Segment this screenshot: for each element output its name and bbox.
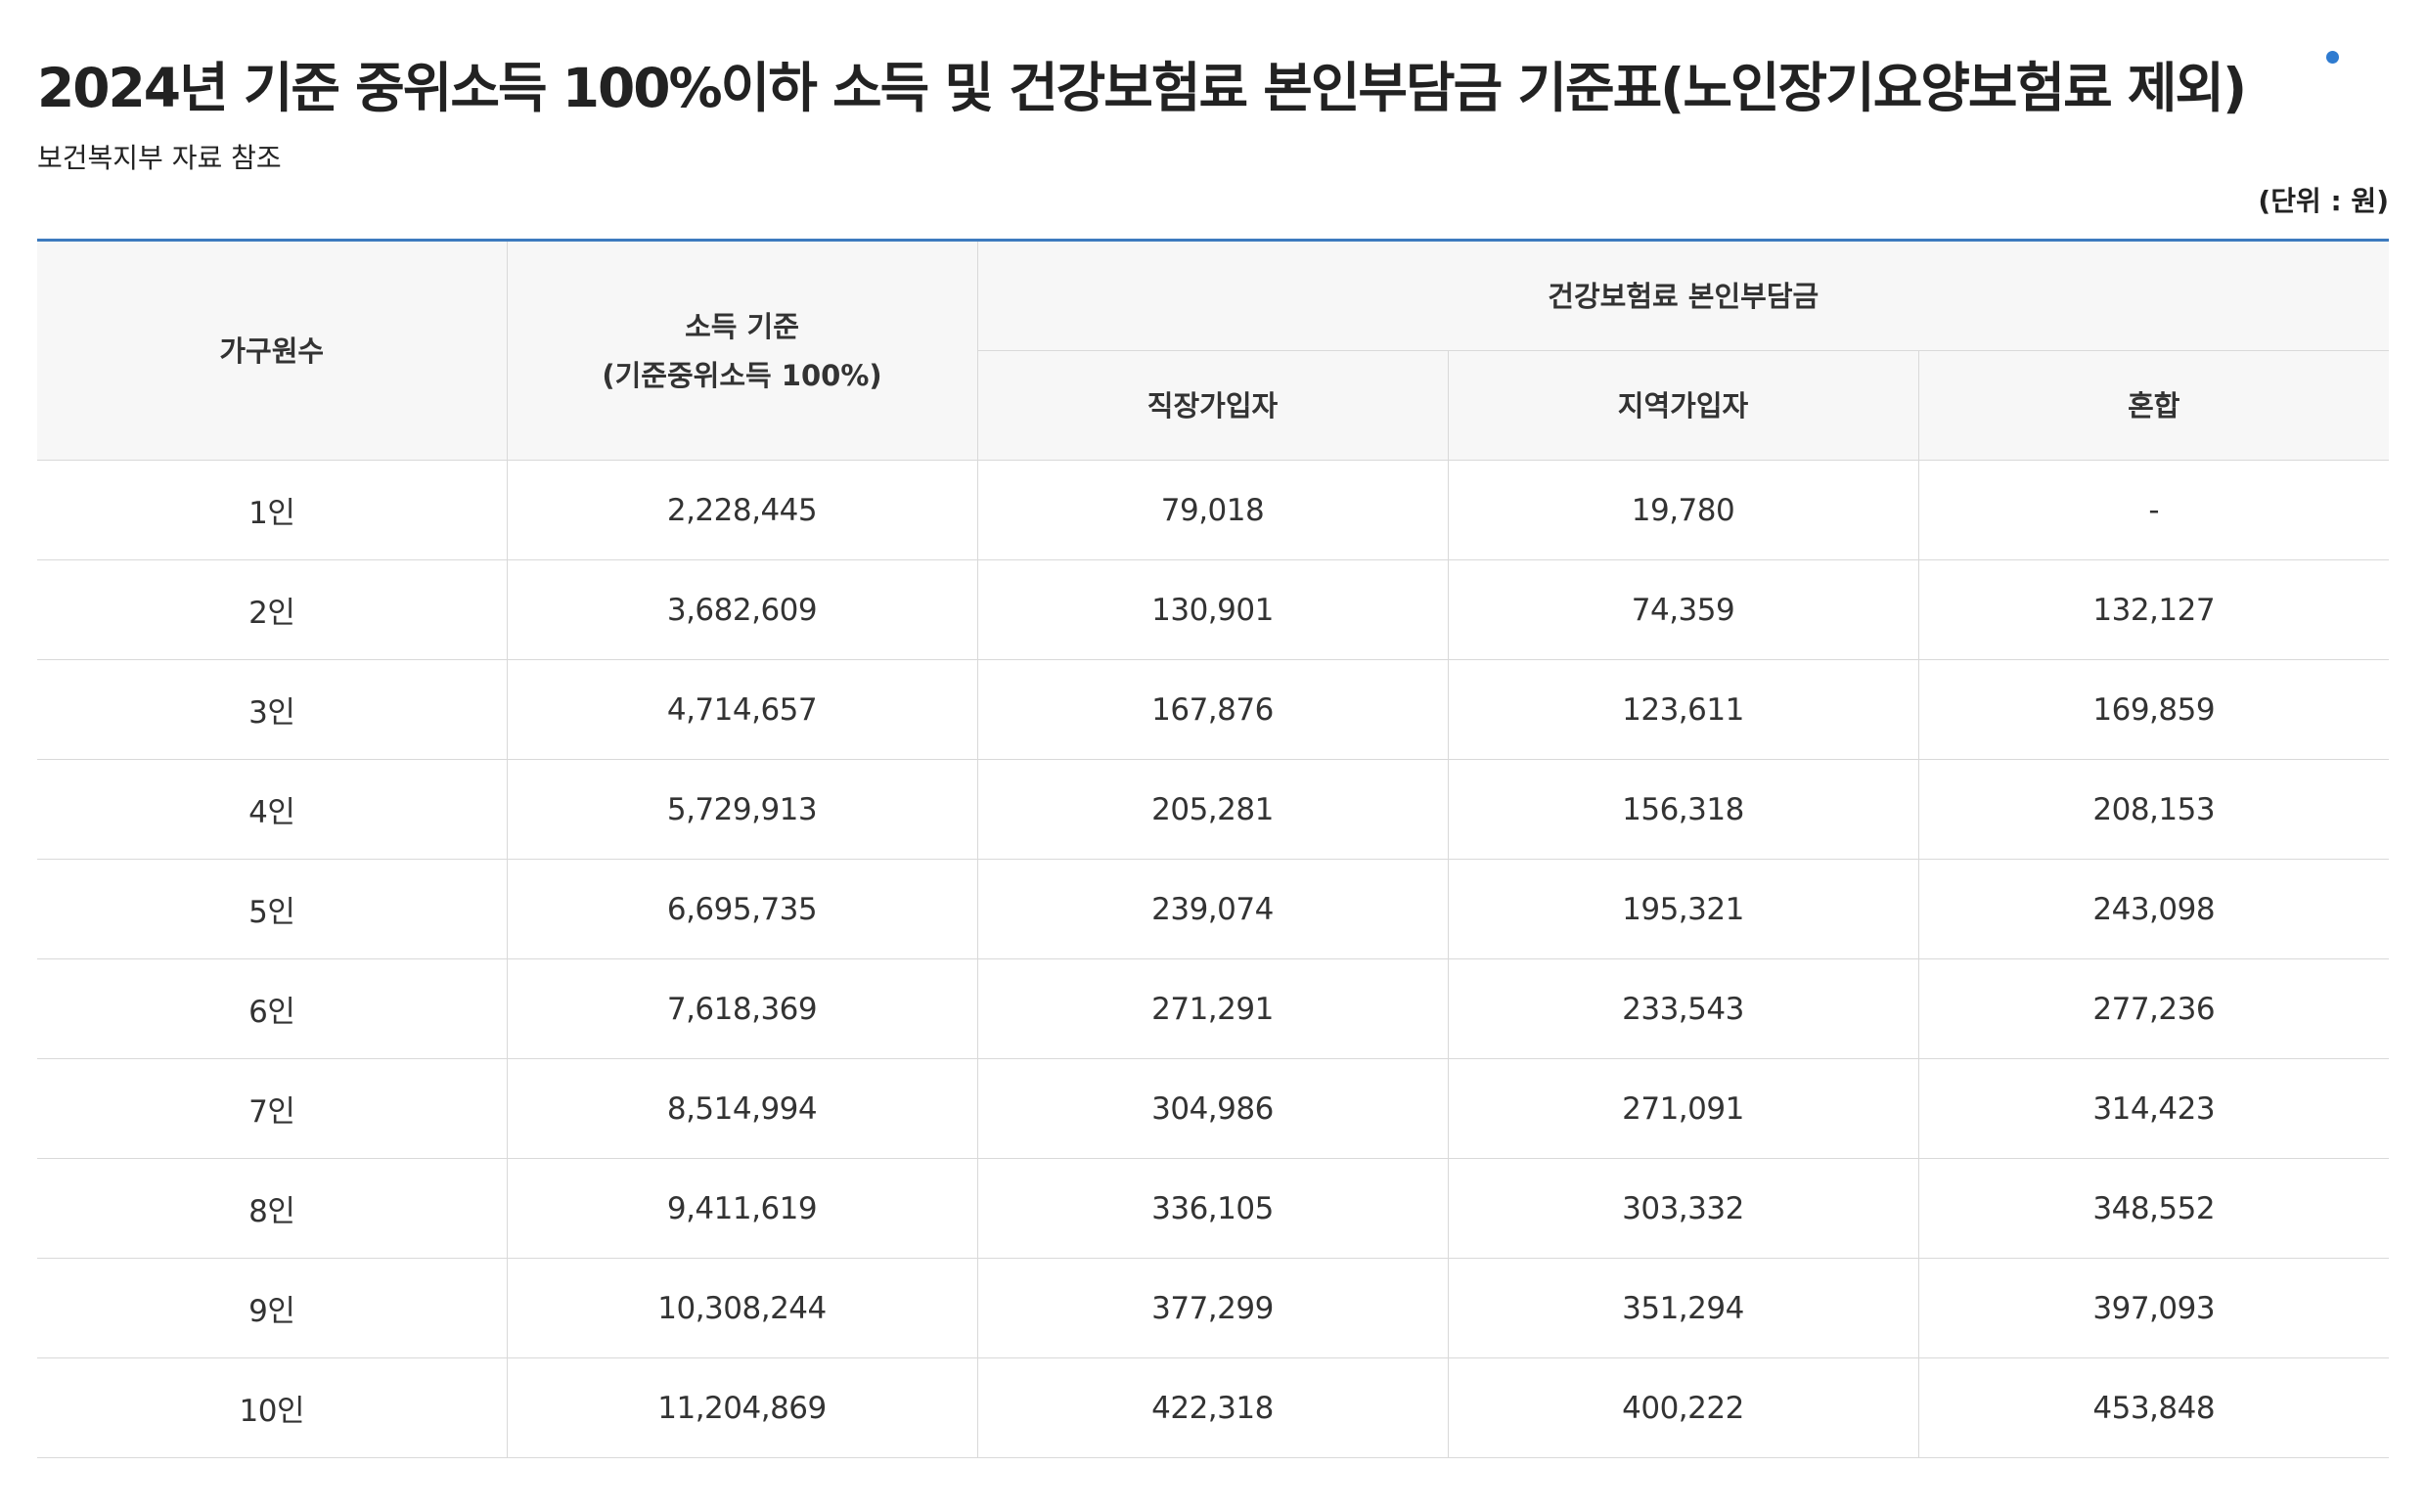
source-note: 보건복지부 자료 참조 [37,142,282,174]
cell-employee: 377,299 [976,1258,1448,1358]
cell-household: 9인 [37,1258,507,1358]
table-row: 6인 7,618,369 271,291 233,543 277,236 [37,958,2389,1059]
cell-employee: 167,876 [976,659,1448,760]
title-dot-icon [2326,51,2339,64]
cell-mixed: - [1917,460,2389,560]
cell-employee: 239,074 [976,859,1448,959]
cell-income: 9,411,619 [506,1158,977,1259]
cell-mixed: 397,093 [1917,1258,2389,1358]
cell-income: 7,618,369 [506,958,977,1059]
cell-household: 3인 [37,659,507,760]
cell-employee: 336,105 [976,1158,1448,1259]
table-row: 7인 8,514,994 304,986 271,091 314,423 [37,1058,2389,1159]
cell-household: 8인 [37,1158,507,1259]
header-household: 가구원수 [37,240,507,461]
page-title: 2024년 기준 중위소득 100%이하 소득 및 건강보험료 본인부담금 기준… [37,57,2247,119]
cell-regional: 156,318 [1447,759,1918,860]
cell-regional: 123,611 [1447,659,1918,760]
table-row: 4인 5,729,913 205,281 156,318 208,153 [37,759,2389,860]
table-row: 5인 6,695,735 239,074 195,321 243,098 [37,859,2389,959]
cell-mixed: 208,153 [1917,759,2389,860]
cell-mixed: 169,859 [1917,659,2389,760]
table-row: 10인 11,204,869 422,318 400,222 453,848 [37,1357,2389,1458]
cell-employee: 422,318 [976,1357,1448,1458]
table-row: 8인 9,411,619 336,105 303,332 348,552 [37,1158,2389,1259]
header-income: 소득 기준 (기준중위소득 100%) [506,240,977,461]
cell-household: 4인 [37,759,507,860]
cell-regional: 19,780 [1447,460,1918,560]
table-row: 9인 10,308,244 377,299 351,294 397,093 [37,1258,2389,1358]
cell-employee: 79,018 [976,460,1448,560]
cell-income: 5,729,913 [506,759,977,860]
unit-label: (단위 : 원) [2258,185,2389,217]
header-employee: 직장가입자 [976,350,1448,461]
cell-employee: 304,986 [976,1058,1448,1159]
cell-employee: 205,281 [976,759,1448,860]
cell-regional: 195,321 [1447,859,1918,959]
cell-employee: 271,291 [976,958,1448,1059]
cell-household: 10인 [37,1357,507,1458]
table-row: 2인 3,682,609 130,901 74,359 132,127 [37,559,2389,660]
income-premium-table: 가구원수 소득 기준 (기준중위소득 100%) 건강보험료 본인부담금 직장가… [37,239,2389,1458]
header-income-line2: (기준중위소득 100%) [602,358,882,392]
cell-income: 6,695,735 [506,859,977,959]
cell-mixed: 277,236 [1917,958,2389,1059]
cell-regional: 271,091 [1447,1058,1918,1159]
cell-mixed: 314,423 [1917,1058,2389,1159]
cell-income: 4,714,657 [506,659,977,760]
cell-income: 2,228,445 [506,460,977,560]
cell-employee: 130,901 [976,559,1448,660]
cell-mixed: 132,127 [1917,559,2389,660]
cell-regional: 74,359 [1447,559,1918,660]
cell-mixed: 348,552 [1917,1158,2389,1259]
cell-regional: 351,294 [1447,1258,1918,1358]
table-body: 1인 2,228,445 79,018 19,780-2인 3,682,609 130,9… [37,460,2389,1458]
cell-household: 1인 [37,460,507,560]
cell-mixed: 243,098 [1917,859,2389,959]
cell-mixed: 453,848 [1917,1357,2389,1458]
cell-regional: 400,222 [1447,1357,1918,1458]
cell-household: 7인 [37,1058,507,1159]
header-premium-group: 건강보험료 본인부담금 [976,240,2389,351]
cell-income: 8,514,994 [506,1058,977,1159]
cell-income: 11,204,869 [506,1357,977,1458]
cell-household: 2인 [37,559,507,660]
cell-regional: 303,332 [1447,1158,1918,1259]
cell-regional: 233,543 [1447,958,1918,1059]
header-income-line1: 소득 기준 [685,309,799,343]
cell-income: 10,308,244 [506,1258,977,1358]
table-row: 1인 2,228,445 79,018 19,780- [37,460,2389,560]
cell-household: 6인 [37,958,507,1059]
header-regional: 지역가입자 [1447,350,1918,461]
table-row: 3인 4,714,657 167,876 123,611 169,859 [37,659,2389,760]
header-mixed: 혼합 [1917,350,2389,461]
cell-income: 3,682,609 [506,559,977,660]
cell-household: 5인 [37,859,507,959]
